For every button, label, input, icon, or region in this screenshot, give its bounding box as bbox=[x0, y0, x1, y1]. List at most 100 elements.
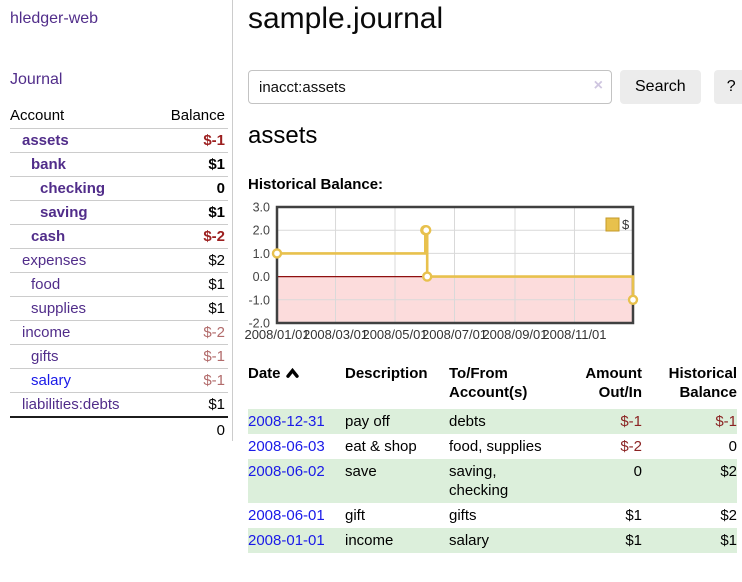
account-balance: $2 bbox=[153, 248, 228, 273]
transaction-accounts: saving, checking bbox=[449, 463, 509, 499]
historical-balance-chart: 3.0 2.0 1.0 0.0 -1.0 -2.02008/01/012008/03/01… bbox=[244, 201, 639, 342]
x-axis-tick-label: 2008/07/01 bbox=[422, 327, 487, 342]
y-axis-tick-label: -1.0 bbox=[248, 293, 270, 307]
data-point bbox=[422, 271, 433, 282]
transaction-description: income bbox=[345, 532, 394, 549]
transaction-date-link[interactable]: 2008-01-01 bbox=[248, 532, 325, 549]
account-row: supplies $1 bbox=[10, 296, 228, 321]
data-point bbox=[627, 294, 639, 306]
search-input[interactable] bbox=[248, 70, 612, 104]
accounts-table: Account Balance assets $-1 bank $1 checking 0… bbox=[10, 103, 228, 443]
transaction-amount: 0 bbox=[633, 463, 642, 480]
legend-label: $ bbox=[622, 217, 630, 232]
sort-ascending-icon bbox=[285, 368, 299, 378]
account-row: expenses $2 bbox=[10, 248, 228, 273]
register-row: 2008-06-02 save saving, checking 0 $2 bbox=[248, 459, 737, 503]
transaction-date-link[interactable]: 2008-06-03 bbox=[248, 438, 325, 455]
account-link[interactable]: gifts bbox=[31, 348, 59, 365]
transaction-date-link[interactable]: 2008-06-02 bbox=[248, 463, 325, 480]
account-heading: assets bbox=[248, 122, 318, 149]
y-axis-tick-label: 1.0 bbox=[253, 247, 270, 261]
amount-column-header: Amount Out/In bbox=[585, 365, 642, 401]
transaction-amount: $1 bbox=[625, 532, 642, 549]
data-point bbox=[421, 225, 432, 236]
search-bar: × Search ? bbox=[248, 70, 742, 104]
x-axis-tick-label: 2008/09/01 bbox=[482, 327, 547, 342]
transaction-description: gift bbox=[345, 507, 366, 524]
balance-column-header-register: Historical Balance bbox=[668, 365, 737, 401]
nav-journal-link[interactable]: Journal bbox=[10, 71, 63, 88]
account-link[interactable]: bank bbox=[31, 156, 67, 173]
page-title: sample.journal bbox=[248, 2, 444, 35]
y-axis-tick-label: 0.0 bbox=[253, 270, 270, 284]
x-axis-tick-label: 2008/05/01 bbox=[362, 327, 427, 342]
transaction-balance: 0 bbox=[728, 438, 737, 455]
transaction-balance: $2 bbox=[720, 507, 737, 524]
register-row: 2008-06-03 eat & shop food, supplies $-2 0 bbox=[248, 434, 737, 459]
accounts-column-header: To/From Account(s) bbox=[449, 365, 528, 401]
search-button[interactable]: Search bbox=[620, 70, 701, 104]
account-row: income $-2 bbox=[10, 320, 228, 345]
account-link[interactable]: cash bbox=[31, 228, 66, 245]
transaction-accounts: food, supplies bbox=[449, 438, 542, 455]
account-balance: $-1 bbox=[153, 128, 228, 153]
account-link[interactable]: salary bbox=[31, 372, 72, 389]
account-balance: $1 bbox=[153, 152, 228, 177]
account-row: liabilities:debts $1 bbox=[10, 392, 228, 417]
account-link[interactable]: assets bbox=[22, 132, 69, 149]
account-balance: 0 bbox=[153, 176, 228, 201]
account-link[interactable]: expenses bbox=[22, 252, 87, 269]
transaction-accounts: salary bbox=[449, 532, 490, 549]
account-link[interactable]: supplies bbox=[31, 300, 87, 317]
balance-column-header: Balance bbox=[170, 107, 225, 124]
account-link[interactable]: saving bbox=[40, 204, 88, 221]
account-balance: $1 bbox=[153, 392, 228, 417]
account-balance: $-2 bbox=[153, 224, 228, 249]
account-link[interactable]: checking bbox=[40, 180, 106, 197]
accounts-header-row: Account Balance bbox=[10, 103, 228, 129]
account-link[interactable]: food bbox=[31, 276, 61, 293]
account-row: checking 0 bbox=[10, 176, 228, 201]
transaction-date-link[interactable]: 2008-06-01 bbox=[248, 507, 325, 524]
account-balance: $1 bbox=[153, 200, 228, 225]
register-row: 2008-01-01 income salary $1 $1 bbox=[248, 528, 737, 553]
register-table: Date Description To/From Account(s) Amou… bbox=[248, 362, 737, 553]
transaction-balance: $2 bbox=[720, 463, 737, 480]
register-header-row: Date Description To/From Account(s) Amou… bbox=[248, 362, 737, 409]
date-column-header[interactable]: Date bbox=[248, 362, 345, 409]
help-button[interactable]: ? bbox=[713, 70, 742, 104]
register-row: 2008-06-01 gift gifts $1 $2 bbox=[248, 503, 737, 528]
sidebar-divider bbox=[232, 0, 233, 441]
main-content: sample.journal × Search ? assets Histori… bbox=[244, 0, 742, 582]
account-balance: $-1 bbox=[153, 368, 228, 393]
transaction-amount: $-2 bbox=[620, 438, 642, 455]
account-row: food $1 bbox=[10, 272, 228, 297]
x-axis-tick-label: 2008/03/01 bbox=[303, 327, 368, 342]
total-spacer bbox=[10, 416, 154, 443]
legend-swatch bbox=[605, 217, 620, 232]
transaction-date-link[interactable]: 2008-12-31 bbox=[248, 413, 325, 430]
transaction-balance: $1 bbox=[720, 532, 737, 549]
description-column-header: Description bbox=[345, 365, 428, 382]
account-row: cash $-2 bbox=[10, 224, 228, 249]
plot-border bbox=[275, 205, 635, 325]
transaction-description: save bbox=[345, 463, 377, 480]
brand-link[interactable]: hledger-web bbox=[10, 10, 99, 27]
account-balance: $1 bbox=[153, 296, 228, 321]
transaction-amount: $-1 bbox=[620, 413, 642, 430]
account-balance: $-1 bbox=[153, 344, 228, 369]
account-row: salary $-1 bbox=[10, 368, 228, 393]
account-row: assets $-1 bbox=[10, 128, 228, 153]
register-row: 2008-12-31 pay off debts $-1 $-1 bbox=[248, 409, 737, 434]
account-link[interactable]: income bbox=[22, 324, 71, 341]
clear-search-icon[interactable]: × bbox=[593, 77, 603, 94]
transaction-description: pay off bbox=[345, 413, 390, 430]
x-axis-tick-label: 2008/01/01 bbox=[244, 327, 309, 342]
account-link[interactable]: liabilities:debts bbox=[22, 396, 120, 413]
account-column-header: Account bbox=[10, 107, 65, 124]
y-axis-tick-label: 2.0 bbox=[253, 224, 270, 238]
x-axis-tick-label: 2008/11/01 bbox=[542, 327, 606, 342]
accounts-total-row: 0 bbox=[10, 416, 228, 443]
transaction-description: eat & shop bbox=[345, 438, 417, 455]
transaction-balance: $-1 bbox=[715, 413, 737, 430]
